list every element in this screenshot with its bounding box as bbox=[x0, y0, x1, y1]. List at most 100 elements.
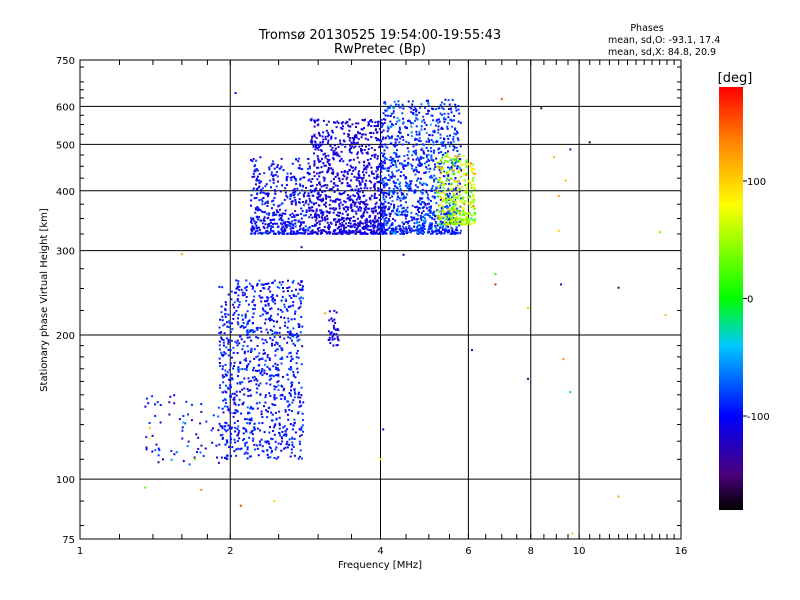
data-point bbox=[338, 192, 341, 195]
data-point bbox=[294, 344, 296, 347]
data-point bbox=[299, 449, 302, 452]
data-point bbox=[289, 423, 292, 426]
data-point bbox=[462, 179, 465, 182]
data-point bbox=[432, 119, 435, 122]
data-point bbox=[417, 214, 419, 217]
data-point bbox=[372, 210, 375, 213]
data-point bbox=[446, 231, 449, 234]
data-point bbox=[458, 205, 461, 208]
data-point bbox=[429, 205, 432, 208]
data-point bbox=[420, 228, 422, 231]
data-point bbox=[322, 176, 325, 179]
data-point bbox=[415, 138, 418, 141]
data-point bbox=[302, 401, 305, 404]
data-point bbox=[364, 219, 367, 222]
data-point bbox=[408, 187, 411, 190]
data-point bbox=[325, 129, 328, 132]
data-point bbox=[401, 213, 404, 216]
data-point bbox=[234, 403, 237, 406]
data-point bbox=[335, 147, 337, 150]
data-point bbox=[462, 223, 465, 226]
data-point bbox=[325, 197, 328, 200]
data-point bbox=[246, 446, 249, 449]
data-point bbox=[399, 188, 402, 191]
data-point bbox=[284, 187, 287, 190]
data-point bbox=[273, 385, 276, 388]
data-point bbox=[190, 419, 193, 422]
data-point bbox=[294, 219, 297, 222]
data-point bbox=[381, 146, 384, 148]
data-point bbox=[273, 214, 276, 216]
data-point bbox=[331, 129, 334, 132]
data-point bbox=[255, 224, 258, 227]
data-point bbox=[277, 373, 280, 376]
data-point bbox=[407, 119, 409, 122]
data-point bbox=[418, 137, 421, 140]
data-point bbox=[459, 218, 462, 221]
data-point bbox=[388, 212, 391, 215]
data-point bbox=[270, 227, 272, 230]
data-point bbox=[446, 127, 449, 130]
data-point bbox=[427, 102, 430, 105]
data-point bbox=[322, 211, 325, 214]
data-point bbox=[450, 177, 453, 180]
data-point bbox=[348, 150, 351, 153]
data-point bbox=[233, 402, 236, 405]
data-point bbox=[342, 224, 345, 227]
data-point bbox=[311, 209, 314, 212]
data-point bbox=[446, 217, 449, 220]
data-point bbox=[219, 425, 222, 428]
data-point bbox=[175, 451, 178, 454]
data-point bbox=[308, 178, 311, 181]
data-point bbox=[250, 350, 253, 353]
data-point bbox=[458, 154, 461, 157]
data-point bbox=[371, 220, 374, 223]
data-point bbox=[564, 179, 567, 182]
data-point bbox=[388, 219, 391, 222]
data-point bbox=[327, 228, 330, 231]
data-point bbox=[404, 208, 407, 211]
data-point bbox=[254, 170, 257, 173]
data-point bbox=[322, 184, 325, 187]
data-point bbox=[196, 451, 198, 454]
data-point bbox=[328, 162, 330, 165]
data-point bbox=[285, 434, 288, 437]
data-point bbox=[154, 403, 156, 406]
data-point bbox=[351, 225, 354, 228]
data-point bbox=[284, 433, 287, 436]
data-point bbox=[420, 225, 423, 228]
data-point bbox=[402, 121, 405, 124]
data-point bbox=[236, 352, 239, 354]
data-point bbox=[284, 212, 287, 215]
data-point bbox=[267, 317, 270, 320]
data-point bbox=[370, 232, 373, 235]
data-point bbox=[447, 220, 450, 223]
data-point bbox=[223, 323, 226, 326]
data-point bbox=[443, 170, 446, 173]
axis-ticks bbox=[80, 60, 681, 539]
data-point bbox=[387, 127, 390, 130]
data-point bbox=[385, 220, 388, 223]
data-point bbox=[259, 371, 262, 374]
data-point bbox=[300, 280, 303, 283]
data-point bbox=[428, 215, 431, 217]
data-point bbox=[404, 196, 407, 199]
data-point bbox=[355, 176, 358, 179]
data-point bbox=[255, 383, 258, 386]
data-point bbox=[335, 151, 338, 154]
data-point bbox=[459, 169, 462, 172]
data-point bbox=[436, 139, 439, 142]
data-point bbox=[367, 138, 370, 141]
data-point bbox=[389, 215, 391, 218]
data-point bbox=[441, 144, 444, 147]
data-point bbox=[390, 159, 393, 162]
data-point bbox=[288, 443, 291, 446]
data-point bbox=[323, 179, 326, 182]
data-point bbox=[446, 194, 449, 197]
data-point bbox=[341, 182, 344, 184]
data-point bbox=[571, 532, 574, 535]
data-point bbox=[241, 368, 244, 370]
data-point bbox=[299, 401, 301, 404]
data-point bbox=[178, 418, 181, 421]
data-point bbox=[380, 166, 383, 169]
